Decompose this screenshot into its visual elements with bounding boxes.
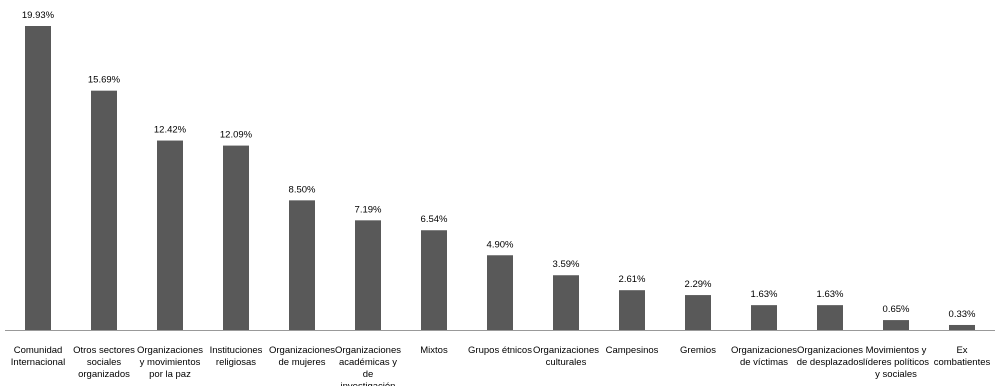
value-label: 12.42% xyxy=(154,125,187,136)
value-label: 12.09% xyxy=(220,130,253,141)
x-tick-label: Mixtos xyxy=(420,345,448,356)
bar xyxy=(619,290,645,330)
bar xyxy=(487,255,513,330)
bar xyxy=(91,90,117,330)
value-label: 2.61% xyxy=(619,274,646,285)
value-label: 3.59% xyxy=(553,259,580,270)
x-tick-label: Instituciones religiosas xyxy=(209,345,263,368)
x-tick-label: Organizaciones de víctimas xyxy=(730,345,797,368)
bar xyxy=(421,230,447,330)
x-tick-label: Comunidad Internacional xyxy=(10,345,66,368)
bar xyxy=(949,324,975,330)
bar xyxy=(157,140,183,330)
value-label: 19.93% xyxy=(22,10,55,21)
x-tick-label: Ex combatientes xyxy=(933,345,991,368)
x-tick-label: Gremios xyxy=(680,345,716,356)
x-tick-label: Organizaciones académicas y de investiga… xyxy=(334,345,401,386)
value-label: 4.90% xyxy=(487,239,514,250)
value-label: 8.50% xyxy=(289,184,316,195)
value-label: 7.19% xyxy=(355,204,382,215)
value-label: 1.63% xyxy=(751,289,778,300)
x-tick-label: Organizaciones y movimientos por la paz xyxy=(136,345,203,380)
x-tick-label: Organizaciones de mujeres xyxy=(268,345,335,368)
bar xyxy=(817,305,843,330)
bar xyxy=(355,220,381,330)
value-label: 1.63% xyxy=(817,289,844,300)
bar xyxy=(25,26,51,330)
bar xyxy=(223,145,249,330)
bar xyxy=(289,200,315,330)
value-label: 0.33% xyxy=(949,309,976,320)
bar xyxy=(883,320,909,330)
x-tick-label: Organizaciones de desplazados xyxy=(796,345,864,368)
x-tick-label: Campesinos xyxy=(605,345,659,356)
value-label: 0.65% xyxy=(883,304,910,315)
bar xyxy=(553,275,579,330)
value-label: 15.69% xyxy=(88,75,121,86)
x-tick-label: Grupos étnicos xyxy=(468,345,532,356)
bar xyxy=(751,305,777,330)
value-label: 6.54% xyxy=(421,214,448,225)
value-label: 2.29% xyxy=(685,279,712,290)
x-tick-label: Organizaciones culturales xyxy=(532,345,599,368)
bar xyxy=(685,295,711,330)
x-tick-label: Movimientos y líderes políticos y social… xyxy=(862,345,929,380)
x-tick-label: Otros sectores sociales organizados xyxy=(73,345,135,380)
